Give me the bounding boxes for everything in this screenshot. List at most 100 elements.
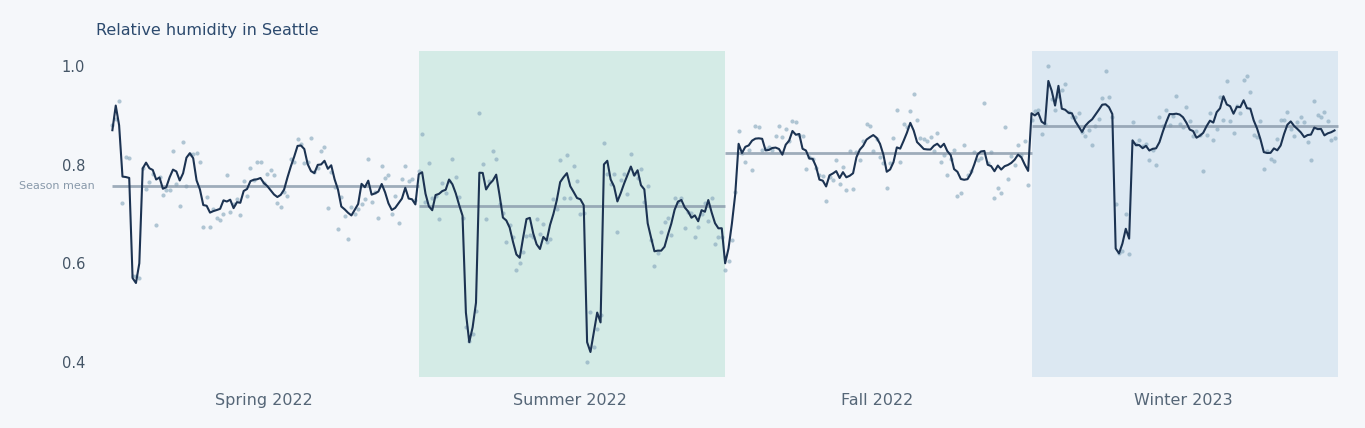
Point	[870, 153, 891, 160]
Point	[819, 174, 841, 181]
Point	[158, 187, 180, 193]
Point	[408, 168, 430, 175]
Point	[482, 148, 504, 155]
Point	[390, 176, 412, 183]
Point	[509, 260, 531, 267]
Point	[431, 180, 453, 187]
Point	[530, 231, 551, 238]
Point	[553, 194, 575, 201]
Point	[1219, 118, 1241, 125]
Point	[590, 311, 612, 318]
Point	[334, 213, 356, 220]
Point	[1125, 141, 1147, 148]
Point	[741, 166, 763, 173]
Point	[253, 180, 274, 187]
Point	[448, 194, 470, 201]
Point	[987, 184, 1009, 191]
Point	[704, 241, 726, 247]
Point	[498, 221, 520, 228]
Point	[1148, 113, 1170, 120]
Point	[1293, 119, 1314, 126]
Point	[216, 171, 238, 178]
Point	[1035, 121, 1057, 128]
Point	[1152, 122, 1174, 129]
Point	[597, 170, 618, 177]
Point	[310, 148, 332, 155]
Point	[927, 129, 949, 136]
Point	[1078, 126, 1100, 133]
Point	[939, 155, 961, 162]
Point	[1003, 161, 1025, 168]
Point	[472, 160, 494, 167]
Point	[1021, 117, 1043, 124]
Point	[1145, 162, 1167, 169]
Point	[835, 186, 857, 193]
Point	[771, 134, 793, 140]
Point	[1317, 118, 1339, 125]
Point	[902, 91, 924, 98]
Point	[1269, 116, 1291, 123]
Point	[865, 136, 887, 143]
Point	[785, 119, 807, 126]
Point	[115, 154, 136, 160]
Point	[220, 209, 242, 216]
Point	[856, 121, 878, 128]
Point	[714, 267, 736, 273]
Point	[667, 199, 689, 206]
Point	[805, 165, 827, 172]
Point	[852, 137, 874, 144]
Point	[889, 159, 910, 166]
Point	[957, 172, 979, 178]
Point	[128, 275, 150, 282]
Point	[936, 172, 958, 178]
Point	[1209, 93, 1231, 100]
Point	[838, 148, 860, 155]
Point	[1091, 95, 1112, 102]
Point	[1162, 112, 1183, 119]
Point	[1173, 123, 1194, 130]
Point	[452, 215, 474, 222]
Point	[1141, 146, 1163, 153]
Point	[364, 189, 386, 196]
Point	[1108, 250, 1130, 257]
Point	[468, 109, 490, 116]
Point	[411, 131, 433, 138]
Point	[257, 171, 278, 178]
Point	[842, 185, 864, 192]
Point	[1283, 133, 1305, 140]
Point	[1010, 151, 1032, 158]
Point	[188, 159, 210, 166]
Point	[1014, 137, 1036, 144]
Point	[657, 214, 678, 221]
Point	[1239, 89, 1261, 95]
Point	[799, 154, 820, 160]
Point	[491, 210, 513, 217]
Bar	[112, 51, 419, 377]
Point	[728, 127, 749, 134]
Point	[1274, 116, 1295, 123]
Point	[385, 192, 407, 199]
Point	[132, 164, 154, 171]
Point	[1297, 139, 1319, 146]
Point	[973, 99, 995, 106]
Point	[934, 151, 956, 158]
Point	[592, 140, 614, 146]
Point	[1304, 97, 1325, 104]
Point	[250, 159, 272, 166]
Point	[606, 228, 628, 235]
Point	[330, 193, 352, 200]
Point	[663, 195, 685, 202]
Point	[826, 157, 848, 163]
Point	[1226, 103, 1248, 110]
Point	[1306, 111, 1328, 118]
Point	[438, 178, 460, 185]
Point	[1061, 114, 1082, 121]
Point	[213, 210, 235, 217]
Point	[1299, 157, 1321, 163]
Point	[610, 177, 632, 184]
Point	[768, 122, 790, 129]
Point	[691, 210, 713, 217]
Point	[179, 151, 201, 158]
Point	[388, 219, 410, 226]
Point	[808, 171, 830, 178]
